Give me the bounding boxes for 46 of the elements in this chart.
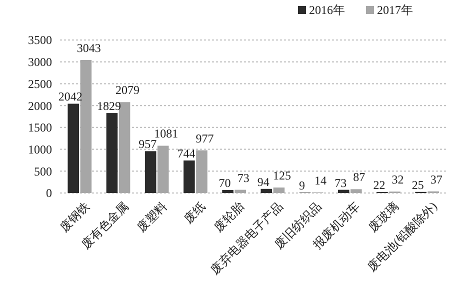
y-tick-label: 500 <box>34 164 52 178</box>
bar <box>184 160 195 193</box>
data-label: 1081 <box>154 126 178 141</box>
bar <box>157 146 169 193</box>
bar <box>106 113 118 193</box>
bar <box>260 188 272 193</box>
data-label: 73 <box>334 176 347 190</box>
data-label: 37 <box>430 172 442 186</box>
data-label: 73 <box>237 170 250 185</box>
y-tick-label: 0 <box>46 186 52 200</box>
data-label: 2079 <box>116 83 140 98</box>
data-label: 744 <box>177 146 196 160</box>
bar <box>350 189 362 193</box>
data-label: 14 <box>314 173 327 188</box>
x-tick-label: 废塑料 <box>134 199 170 235</box>
legend-label: 2017年 <box>377 3 413 17</box>
data-label: 70 <box>218 176 231 190</box>
data-label: 957 <box>138 137 157 152</box>
bar <box>144 151 156 193</box>
bar <box>338 190 350 193</box>
y-tick-label: 3000 <box>28 55 52 70</box>
data-label: 2042 <box>58 90 82 104</box>
data-label: 125 <box>272 168 291 183</box>
data-label: 25 <box>412 178 424 192</box>
data-label: 1829 <box>96 99 121 114</box>
data-label: 3043 <box>76 40 101 55</box>
bar <box>68 104 80 193</box>
x-tick-label: 废纸 <box>181 199 208 226</box>
bar <box>273 188 285 193</box>
y-tick-label: 2500 <box>28 76 52 91</box>
y-tick-label: 1500 <box>28 120 52 135</box>
bar <box>118 102 130 193</box>
data-label: 9 <box>299 178 306 193</box>
data-label: 22 <box>373 178 386 192</box>
y-tick-label: 3500 <box>28 33 52 48</box>
y-tick-label: 1000 <box>28 142 52 156</box>
data-label: 94 <box>257 174 270 189</box>
bar <box>222 190 234 193</box>
data-label: 977 <box>196 131 214 146</box>
data-label: 87 <box>353 170 366 184</box>
data-label: 32 <box>392 172 404 187</box>
legend-label: 2016年 <box>309 3 345 17</box>
bar <box>80 60 92 193</box>
bar <box>234 190 246 193</box>
bar <box>196 150 208 193</box>
y-tick-label: 2000 <box>28 98 52 113</box>
